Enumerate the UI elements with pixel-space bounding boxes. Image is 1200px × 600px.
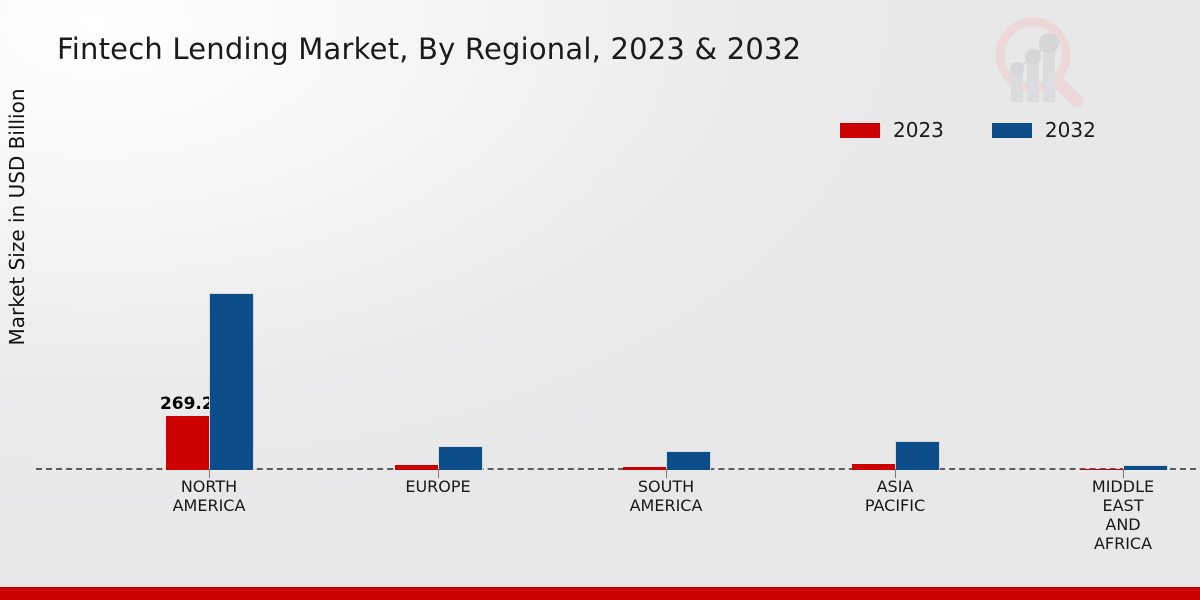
bar-2032-south-america[interactable] — [666, 451, 711, 470]
category-line: MIDDLE — [1091, 477, 1155, 496]
chart-legend: 2023 2032 — [840, 120, 1096, 140]
bar-2023-asia-pacific[interactable] — [852, 464, 895, 470]
legend-swatch-2032 — [991, 122, 1032, 138]
axis-tick-north-america — [209, 469, 210, 478]
axis-tick-south-america — [666, 469, 667, 478]
bars-asia-pacific — [852, 170, 940, 470]
axis-tick-middle-east-and-africa — [1123, 469, 1124, 478]
axis-tick-asia-pacific — [895, 469, 896, 478]
bar-2023-south-america[interactable] — [623, 467, 666, 470]
category-line: NORTH — [180, 477, 238, 496]
legend-label-2023: 2023 — [893, 118, 944, 142]
bars-south-america — [623, 170, 711, 470]
category-line: AFRICA — [1093, 533, 1153, 553]
category-line: ASIA — [876, 477, 914, 496]
bar-2032-middle-east-and-africa[interactable] — [1123, 465, 1168, 470]
bars-middle-east-and-africa — [1080, 170, 1168, 470]
baseline-axis — [36, 468, 1196, 470]
bar-2023-middle-east-and-africa[interactable] — [1080, 469, 1123, 470]
page-title: Fintech Lending Market, By Regional, 202… — [57, 32, 802, 66]
category-line: PACIFIC — [864, 495, 926, 515]
magnifier-bar-chart-icon — [995, 17, 1084, 108]
bar-2032-north-america[interactable] — [209, 293, 254, 470]
market-research-future-logo — [985, 12, 1090, 112]
legend-item-2023[interactable]: 2023 — [840, 120, 944, 140]
bar-2023-europe[interactable] — [395, 465, 438, 470]
category-line: EUROPE — [405, 477, 471, 496]
category-label-north-america: NORTH AMERICA — [99, 477, 319, 516]
legend-label-2032: 2032 — [1044, 118, 1096, 142]
legend-swatch-2023 — [840, 122, 880, 138]
category-label-middle-east-and-africa: MIDDLE EAST AND AFRICA — [1013, 477, 1200, 554]
bar-2032-europe[interactable] — [438, 446, 483, 470]
category-label-south-america: SOUTH AMERICA — [556, 477, 776, 516]
axis-tick-europe — [438, 469, 439, 478]
category-label-europe: EUROPE — [328, 477, 548, 497]
legend-item-2032[interactable]: 2032 — [991, 118, 1096, 142]
footer-accent-bar — [0, 587, 1200, 600]
bars-north-america: 269.28 — [160, 170, 254, 470]
category-label-asia-pacific: ASIA PACIFIC — [785, 477, 1005, 516]
bar-2032-asia-pacific[interactable] — [895, 441, 940, 470]
category-line: EAST — [1102, 495, 1144, 515]
category-line: SOUTH — [637, 477, 695, 496]
category-line: AMERICA — [629, 495, 703, 515]
plot-area: 269.28 NORTH AMERICA EUROPE — [36, 170, 1196, 553]
bar-2023-north-america[interactable]: 269.28 — [160, 394, 226, 470]
category-line: AMERICA — [172, 495, 246, 515]
bars-europe — [395, 170, 483, 470]
y-axis-title: Market Size in USD Billion — [5, 88, 29, 346]
category-line: AND — [1105, 514, 1141, 534]
